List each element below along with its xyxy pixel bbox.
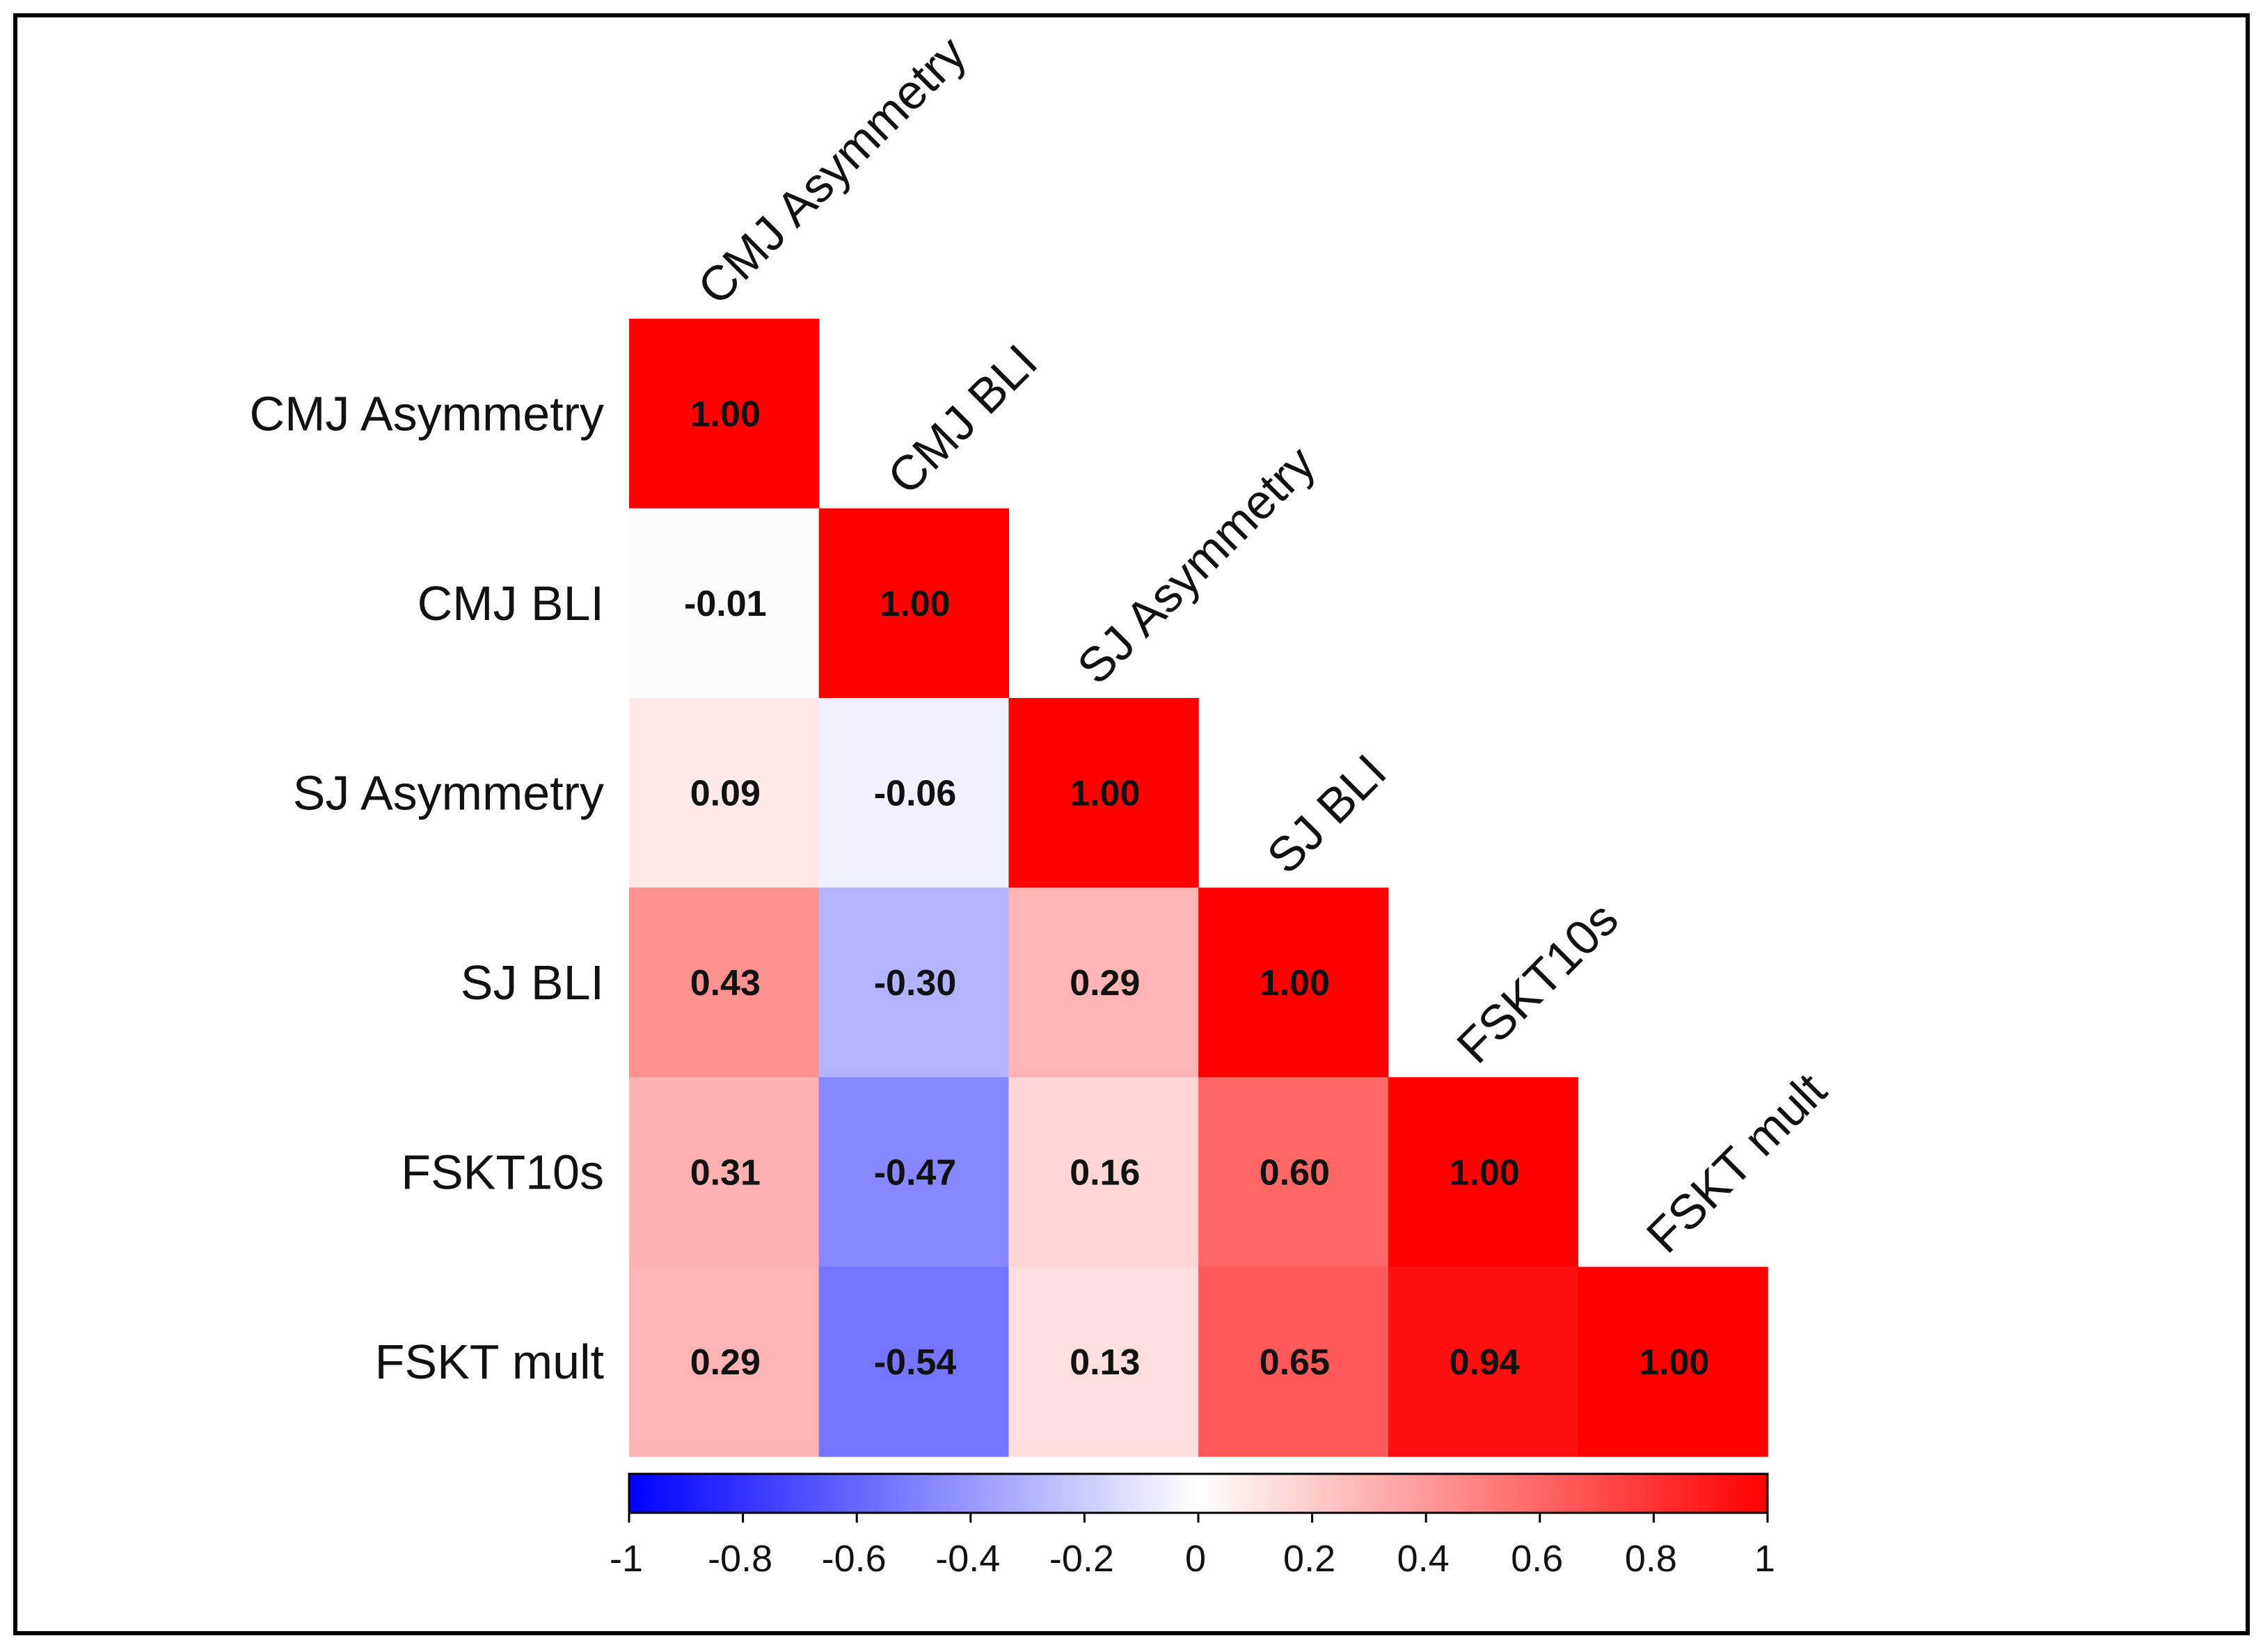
cell-value-label: 1.00 — [1639, 1342, 1709, 1383]
colorbar-tick-label: -1 — [610, 1538, 643, 1580]
heatmap-cell-sj-asymmetry-cmj-asymmetry — [629, 698, 820, 889]
cell-value-label: -0.06 — [874, 773, 957, 813]
heatmap-cell-sj-bli-sj-bli — [1198, 887, 1389, 1078]
heatmap-cell-cmj-bli-cmj-asymmetry — [629, 508, 820, 699]
row-label-cmj-bli: CMJ BLI — [418, 576, 604, 630]
colorbar-gradient — [628, 1472, 1769, 1514]
cell-value-label: -0.30 — [874, 963, 957, 1003]
colorbar-tick-label: -0.2 — [1049, 1538, 1114, 1580]
heatmap-cell-fskt-mult-sj-asymmetry — [1008, 1266, 1199, 1457]
heatmap-cell-fskt10s-fskt10s — [1388, 1077, 1579, 1268]
row-labels: CMJ Asymmetry CMJ BLI SJ Asymmetry SJ BLI FS… — [250, 386, 604, 1389]
colorbar-tick-label: 1 — [1754, 1538, 1775, 1580]
cell-value-label: 1.00 — [880, 584, 950, 624]
heatmap-cell-fskt-mult-sj-bli — [1198, 1266, 1389, 1457]
cell-value-label: 0.29 — [1070, 963, 1140, 1003]
heatmap-cell-sj-asymmetry-cmj-bli — [818, 698, 1009, 889]
colorbar-ticks: -1 -0.8 -0.6 -0.4 -0.2 0 0.2 0.4 0.6 0.8 1 — [610, 1513, 1775, 1580]
heatmap-cell-sj-bli-cmj-bli — [818, 887, 1009, 1078]
heatmap-cell-fskt10s-cmj-bli — [818, 1077, 1009, 1268]
row-label-sj-asymmetry: SJ Asymmetry — [293, 765, 604, 820]
heatmap-cell-sj-bli-cmj-asymmetry — [629, 887, 820, 1078]
colorbar-tick-label: 0.2 — [1283, 1538, 1335, 1580]
cell-value-label: 1.00 — [1260, 963, 1330, 1003]
cell-value-label: -0.47 — [874, 1152, 957, 1193]
heatmap-cell-fskt-mult-fskt10s — [1388, 1266, 1579, 1457]
row-label-fskt-mult: FSKT mult — [375, 1335, 604, 1389]
colorbar-tick-label: -0.6 — [822, 1538, 887, 1580]
row-label-cmj-asymmetry: CMJ Asymmetry — [250, 386, 604, 440]
heatmap-cell-fskt-mult-cmj-asymmetry — [629, 1266, 820, 1457]
cell-value-label: 1.00 — [690, 394, 761, 434]
row-label-sj-bli: SJ BLI — [461, 955, 604, 1010]
cell-value-label: 0.09 — [690, 773, 761, 813]
heatmap-cell-fskt-mult-fskt-mult — [1578, 1266, 1768, 1457]
cell-value-label: 0.29 — [690, 1342, 761, 1383]
cell-value-label: 1.00 — [1450, 1152, 1520, 1193]
row-label-fskt10s: FSKT10s — [401, 1145, 604, 1199]
colorbar-tick-label: -0.4 — [935, 1538, 1000, 1580]
heatmap-cell-fskt10s-sj-bli — [1198, 1077, 1389, 1268]
cell-value-label: 0.16 — [1070, 1152, 1140, 1193]
colorbar-tick-label: 0.8 — [1625, 1538, 1677, 1580]
heatmap-cell-fskt10s-cmj-asymmetry — [629, 1077, 820, 1268]
heatmap-cell-fskt10s-sj-asymmetry — [1008, 1077, 1199, 1268]
colorbar-tick-label: -0.8 — [708, 1538, 772, 1580]
colorbar-tick-label: 0.6 — [1511, 1538, 1563, 1580]
cell-value-label: -0.01 — [684, 584, 767, 624]
colorbar-tick-label: 0 — [1185, 1538, 1206, 1580]
cell-value-label: 0.13 — [1070, 1342, 1140, 1383]
cell-value-label: 1.00 — [1070, 773, 1140, 813]
heatmap-cells: 1.00 -0.01 1.00 0.09 -0.06 1.00 0.43 -0.30 0.29 1… — [629, 319, 1768, 1457]
heatmap-cell-cmj-bli-cmj-bli — [818, 508, 1009, 699]
colorbar: -1 -0.8 -0.6 -0.4 -0.2 0 0.2 0.4 0.6 0.8 1 — [610, 1472, 1775, 1580]
cell-value-label: 0.60 — [1260, 1152, 1330, 1193]
heatmap-cell-sj-asymmetry-sj-asymmetry — [1008, 698, 1199, 889]
cell-value-label: 0.31 — [690, 1152, 761, 1193]
heatmap-cell-sj-bli-sj-asymmetry — [1008, 887, 1199, 1078]
cell-value-label: -0.54 — [874, 1342, 957, 1383]
cell-value-label: 0.43 — [690, 963, 761, 1003]
heatmap-cell-cmj-asymmetry-cmj-asymmetry — [629, 319, 820, 509]
cell-value-label: 0.65 — [1260, 1342, 1330, 1383]
colorbar-tick-label: 0.4 — [1397, 1538, 1450, 1580]
heatmap-cell-fskt-mult-cmj-bli — [818, 1266, 1009, 1457]
cell-value-label: 0.94 — [1450, 1342, 1520, 1383]
